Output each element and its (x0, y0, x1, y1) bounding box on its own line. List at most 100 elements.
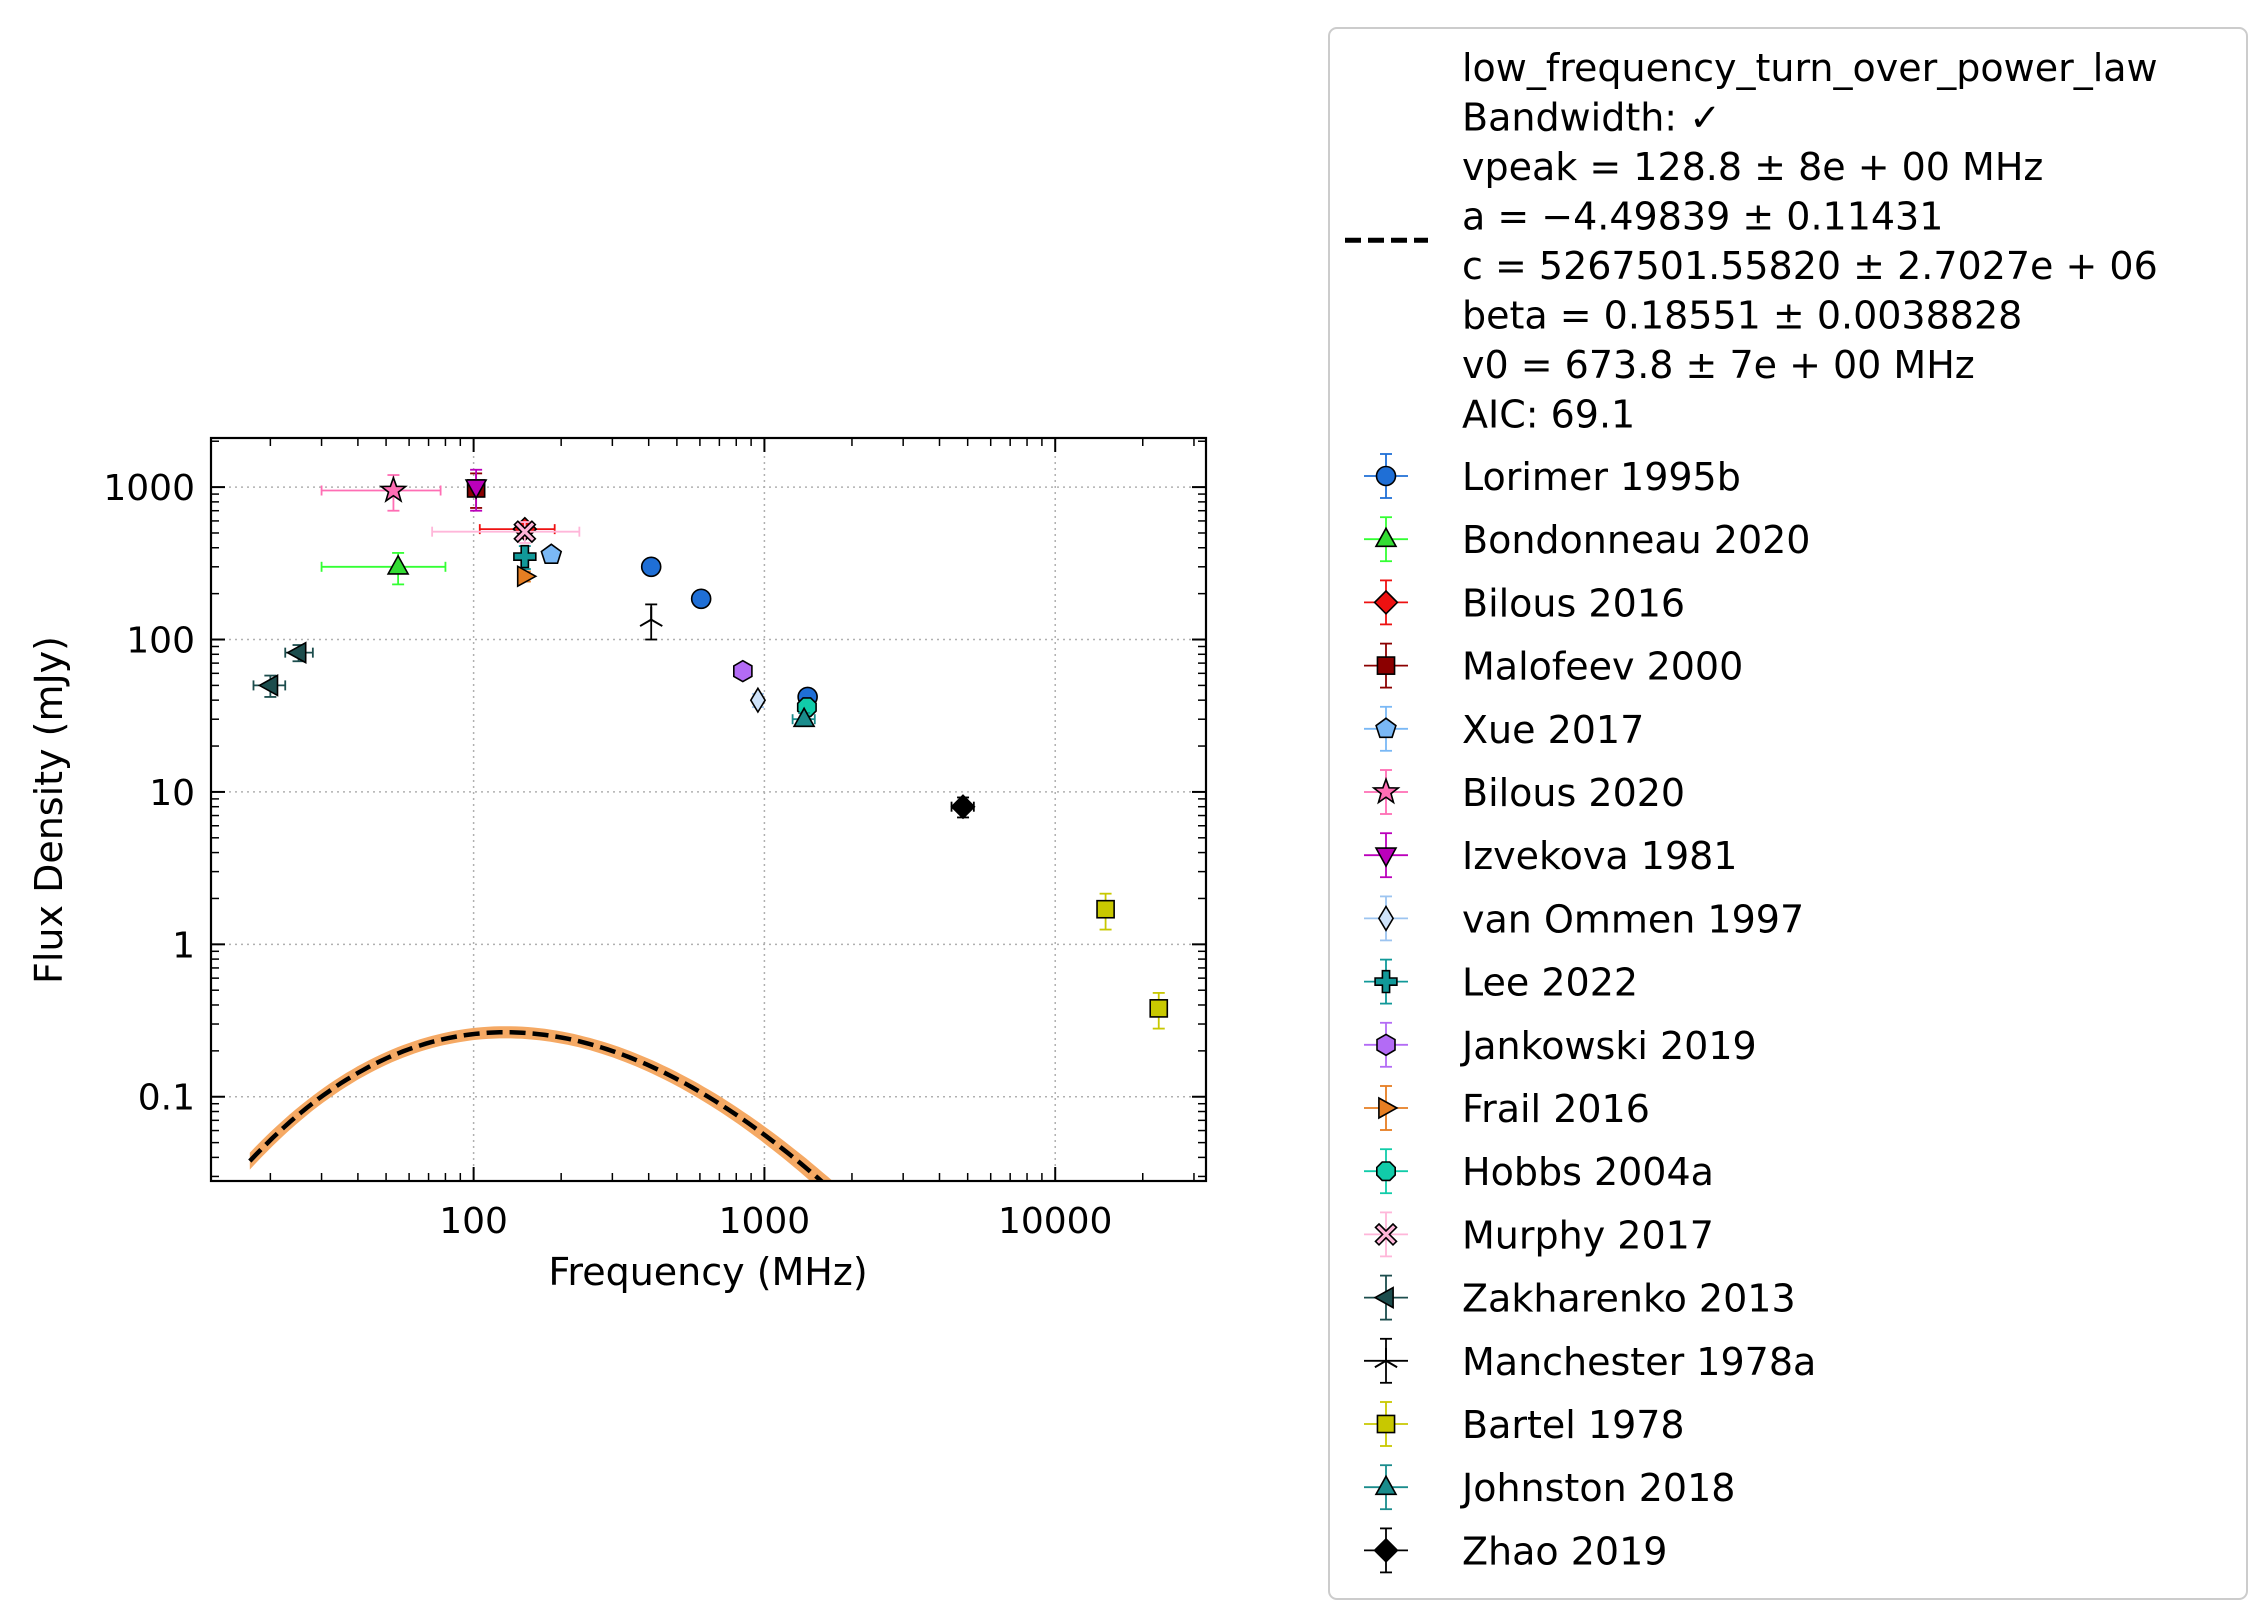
data-point (950, 794, 976, 820)
legend-label: Bartel 1978 (1462, 1403, 1685, 1447)
legend-marker (1375, 465, 1397, 487)
legend: low_frequency_turn_over_power_law Bandwid… (1328, 27, 2248, 1600)
data-point (690, 588, 712, 610)
legend-label: Jankowski 2019 (1460, 1024, 1757, 1068)
data-point (1096, 899, 1115, 919)
legend-item: Lee 2022 (1364, 958, 1638, 1005)
data-point (464, 479, 488, 500)
legend-marker (1376, 1161, 1396, 1182)
grid-lines (211, 438, 1206, 1181)
tri-star-arm (1374, 1359, 1387, 1369)
series-jankowski-2019 (732, 659, 753, 683)
legend-label: Bilous 2016 (1462, 581, 1685, 625)
legend-fit-text-line: Bandwidth: ✓ (1462, 96, 1721, 140)
legend-item: Bilous 2016 (1364, 579, 1685, 625)
series-van-ommen-1997 (749, 686, 767, 714)
data-point (732, 659, 753, 683)
data-point (378, 475, 408, 503)
series-bilous-2020 (320, 474, 442, 512)
legend-label: Bondonneau 2020 (1462, 518, 1810, 562)
legend-label: Lee 2022 (1462, 961, 1638, 1005)
data-point (257, 674, 279, 697)
legend-label: Hobbs 2004a (1462, 1150, 1714, 1194)
legend-item: Xue 2017 (1364, 705, 1644, 752)
data-point (540, 543, 563, 565)
legend-item: Zhao 2019 (1364, 1527, 1667, 1573)
legend-fit-text-line: beta = 0.18551 ± 0.0038828 (1462, 294, 2022, 338)
legend-marker (1376, 1033, 1396, 1057)
tri-star-arm (639, 618, 652, 627)
x-axis-label: Frequency (MHz) (548, 1250, 867, 1294)
legend-label: Lorimer 1995b (1462, 455, 1741, 499)
x-tick-label: 1000 (719, 1201, 811, 1242)
legend-label: Xue 2017 (1462, 708, 1644, 752)
legend-marker (1373, 589, 1399, 615)
legend-item: Hobbs 2004a (1364, 1148, 1714, 1194)
series-izvekova-1981 (464, 468, 488, 512)
legend-item: Lorimer 1995b (1364, 453, 1741, 499)
data-points (252, 468, 1169, 1030)
series-bartel-1978 (1096, 892, 1169, 1030)
legend-item: Bartel 1978 (1364, 1401, 1685, 1447)
series-zakharenko-2013 (252, 641, 314, 698)
legend-fit-text-line: low_frequency_turn_over_power_law (1462, 46, 2158, 90)
legend-fit-text-line: AIC: 69.1 (1462, 393, 1635, 437)
legend-label: Johnston 2018 (1460, 1466, 1735, 1510)
y-tick-label: 1000 (103, 468, 195, 509)
legend-item: Frail 2016 (1364, 1085, 1650, 1131)
legend-item: Johnston 2018 (1364, 1464, 1735, 1510)
y-tick-label: 0.1 (138, 1078, 195, 1119)
y-tick-label: 100 (126, 621, 195, 662)
legend-item: Izvekova 1981 (1364, 832, 1737, 878)
legend-label: Murphy 2017 (1462, 1213, 1714, 1257)
legend-marker (1375, 717, 1397, 739)
legend-fit-entry: low_frequency_turn_over_power_law Bandwid… (1345, 46, 2158, 437)
legend-label: Manchester 1978a (1462, 1340, 1816, 1384)
legend-item: Jankowski 2019 (1364, 1021, 1757, 1068)
data-point (749, 686, 767, 714)
legend-label: Bilous 2020 (1462, 771, 1685, 815)
legend-marker (1371, 776, 1401, 805)
legend-marker (1373, 1286, 1394, 1309)
data-point (640, 556, 662, 578)
data-point (513, 544, 537, 569)
legend-item: Zakharenko 2013 (1364, 1274, 1796, 1321)
x-tick-label: 10000 (998, 1201, 1113, 1242)
series-xue-2017 (540, 543, 563, 565)
y-axis-label: Flux Density (mJy) (27, 636, 71, 984)
legend-item: Manchester 1978a (1364, 1337, 1816, 1384)
legend-fit-text-line: a = −4.49839 ± 0.11431 (1462, 195, 1943, 239)
data-point (386, 554, 410, 575)
series-murphy-2017 (431, 520, 581, 544)
fit-curve-layer (248, 1030, 825, 1181)
legend-frame (1328, 27, 2248, 1600)
legend-item: Bondonneau 2020 (1364, 516, 1810, 562)
error-bar (431, 521, 581, 544)
legend-item: Malofeev 2000 (1364, 642, 1743, 689)
series-zhao-2019 (950, 794, 976, 820)
legend-marker (1373, 1537, 1399, 1563)
legend-marker (1374, 526, 1398, 548)
series-manchester-1978a (639, 603, 663, 641)
legend-item: Bilous 2020 (1364, 769, 1685, 815)
legend-fit-text-line: c = 5267501.55820 ± 2.7027e + 06 (1462, 244, 2158, 288)
legend-marker (1376, 656, 1396, 675)
series-frail-2016 (516, 564, 538, 588)
data-point (792, 706, 816, 728)
data-point (1149, 999, 1169, 1018)
legend-fit-text-line: vpeak = 128.8 ± 8e + 00 MHz (1462, 145, 2043, 189)
data-point (513, 520, 537, 544)
legend-marker (1374, 1474, 1398, 1496)
series-bondonneau-2020 (320, 552, 447, 586)
x-tick-label: 100 (439, 1201, 508, 1242)
plot-area-frame (209, 436, 1208, 1183)
legend-label: Frail 2016 (1462, 1087, 1650, 1131)
legend-label: van Ommen 1997 (1462, 897, 1804, 941)
y-tick-label: 1 (172, 925, 195, 966)
legend-marker (1376, 1414, 1396, 1434)
legend-label: Malofeev 2000 (1462, 645, 1743, 689)
series-johnston-2018 (791, 706, 816, 728)
legend-item: Murphy 2017 (1364, 1211, 1714, 1257)
legend-label: Zakharenko 2013 (1462, 1277, 1796, 1321)
